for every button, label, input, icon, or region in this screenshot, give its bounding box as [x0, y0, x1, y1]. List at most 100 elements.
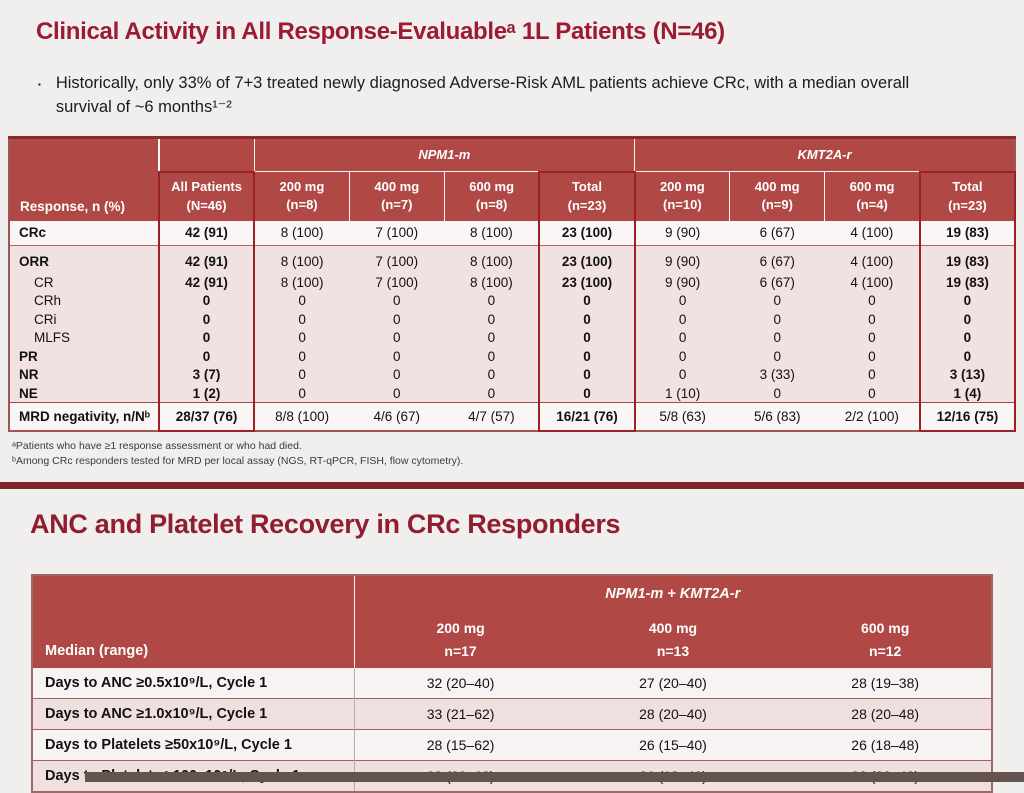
data-cell: 0: [157, 328, 256, 347]
column-header-line1: 400 mg: [374, 178, 420, 194]
data-cell: 3 (33): [729, 365, 825, 384]
data-cell: 19 (83): [918, 245, 1017, 273]
data-cell: 6 (67): [729, 245, 825, 273]
data-cell: 0: [254, 309, 350, 329]
data-cell: 0: [444, 346, 540, 366]
data-cell: 12/16 (75): [918, 402, 1017, 433]
data-cell: 42 (91): [157, 220, 256, 246]
data-cell: 0: [918, 346, 1017, 366]
column-header: All Patients (N=46): [157, 170, 256, 221]
data-cell: 19 (83): [918, 220, 1017, 246]
table-row: PR 0 0 0 0 0 0 0 0 0: [9, 346, 1017, 366]
row-label: NR: [9, 365, 159, 384]
data-cell: 8 (100): [254, 220, 350, 246]
column-header: 400 mg n=13: [566, 611, 780, 668]
data-cell: 27 (20–40): [566, 667, 780, 699]
row-label: MLFS: [9, 328, 159, 347]
data-cell: 0: [824, 309, 920, 329]
data-cell: 0: [538, 309, 636, 329]
data-cell: 9 (90): [634, 220, 730, 246]
table-row: MRD negativity, n/Nᵇ 28/37 (76) 8/8 (100) 4…: [9, 402, 1017, 433]
column-header-line2: (n=23): [567, 197, 607, 213]
data-cell: 42 (91): [157, 272, 256, 292]
data-cell: 9 (90): [634, 272, 730, 292]
column-header-line2: n=12: [869, 642, 902, 659]
column-header: 600 mg (n=8): [444, 171, 540, 221]
data-cell: 0: [349, 309, 445, 329]
data-cell: 0: [254, 328, 350, 347]
column-header-line1: 400 mg: [648, 620, 698, 637]
column-header-line1: 200 mg: [436, 620, 485, 637]
data-cell: 0: [157, 291, 256, 310]
group-header: KMT2A-r: [634, 137, 1015, 172]
data-cell: 0: [729, 328, 825, 347]
data-cell: 8/8 (100): [254, 402, 350, 432]
bullet-text: Historically, only 33% of 7+3 treated ne…: [55, 74, 910, 116]
column-header-line2: (n=10): [663, 197, 702, 213]
data-cell: 8 (100): [254, 272, 350, 292]
data-cell: 0: [729, 309, 825, 329]
header-row-columns: 200 mg n=17 400 mg n=13 600 mg n=12: [32, 611, 992, 668]
data-cell: 23 (100): [538, 220, 636, 246]
footnote-a: ᵃPatients who have ≥1 response assessmen…: [12, 440, 302, 453]
footnotes: ᵃPatients who have ≥1 response assessmen…: [12, 439, 1024, 468]
data-cell: 0: [634, 328, 730, 347]
table-row: MLFS 0 0 0 0 0 0 0 0 0: [9, 328, 1017, 347]
column-header: 200 mg (n=10): [634, 171, 731, 221]
data-cell: 0: [254, 365, 350, 384]
table-row: CRi 0 0 0 0 0 0 0 0 0: [9, 309, 1017, 329]
data-cell: 23 (100): [538, 272, 636, 292]
data-cell: 3 (13): [918, 365, 1017, 384]
table-row: Days to ANC ≥0.5x10⁹/L, Cycle 1 32 (20–40…: [32, 667, 992, 699]
data-cell: 0: [349, 383, 445, 403]
data-cell: 0: [824, 365, 920, 384]
column-header-line2: (n=23): [948, 197, 987, 213]
column-header-line2: (n=9): [761, 197, 793, 213]
header-row-columns: All Patients (N=46) 200 mg (n=8) 400 mg (n=7)…: [9, 170, 1017, 221]
data-cell: 7 (100): [349, 220, 445, 246]
data-cell: 0: [349, 346, 445, 366]
table-row: CR 42 (91) 8 (100) 7 (100) 8 (100) 23 (100) 9 …: [9, 272, 1017, 292]
data-cell: 0: [444, 291, 540, 310]
row-label: Days to ANC ≥0.5x10⁹/L, Cycle 1: [32, 667, 355, 699]
data-cell: 0: [824, 346, 920, 366]
row-header-label: Median (range): [32, 574, 355, 668]
slide2-title: ANC and Platelet Recovery in CRc Respond…: [30, 508, 621, 539]
data-cell: 1 (4): [918, 383, 1017, 403]
data-cell: 0: [634, 346, 730, 366]
column-header-line2: n=17: [444, 642, 477, 659]
data-cell: 4/6 (67): [349, 402, 445, 432]
data-cell: 0: [538, 346, 636, 366]
data-cell: 4 (100): [824, 245, 920, 273]
data-cell: 0: [634, 309, 730, 329]
bullet-square-icon: ▪: [38, 80, 41, 89]
data-cell: 0: [824, 328, 920, 347]
data-cell: 8 (100): [444, 272, 540, 292]
row-label: CRi: [9, 309, 159, 329]
column-header-line2: n=13: [656, 642, 690, 659]
data-cell: 28 (15–62): [354, 729, 567, 761]
data-cell: 8 (100): [254, 245, 350, 273]
slide1-title: Clinical Activity in All Response-Evalua…: [36, 18, 725, 45]
column-header-line1: 200 mg: [659, 178, 705, 194]
table1-body: CRc 42 (91) 8 (100) 7 (100) 8 (100) 23 (100) 9…: [9, 220, 1017, 433]
column-header-line2: (n=8): [475, 197, 508, 213]
data-cell: 0: [634, 291, 730, 310]
data-cell: 1 (2): [157, 383, 256, 403]
column-header: 600 mg n=12: [779, 611, 992, 668]
data-cell: 7 (100): [349, 245, 445, 273]
column-header-line2: (n=7): [381, 197, 413, 213]
clinical-activity-table: Response, n (%) NPM1-m KMT2A-r All Patients…: [8, 135, 1017, 433]
data-cell: 0: [349, 328, 445, 347]
table-row: ORR 42 (91) 8 (100) 7 (100) 8 (100) 23 (100) 9…: [9, 245, 1017, 273]
table-row: NR 3 (7) 0 0 0 0 0 3 (33) 0 3 (13): [9, 365, 1017, 384]
data-cell: 28/37 (76): [157, 402, 256, 433]
data-cell: 32 (20–40): [354, 667, 567, 699]
row-label: CRh: [9, 291, 159, 310]
row-label: Days to Platelets ≥50x10⁹/L, Cycle 1: [32, 729, 355, 761]
data-cell: 6 (67): [729, 272, 825, 292]
slide-anc-platelet-recovery: ANC and Platelet Recovery in CRc Respond…: [0, 489, 1024, 793]
data-cell: 26 (18–48): [779, 729, 992, 761]
row-label: Days to ANC ≥1.0x10⁹/L, Cycle 1: [32, 698, 355, 730]
anc-platelet-recovery-table: Median (range) NPM1-m + KMT2A-r 200 mg n=17…: [31, 573, 993, 793]
